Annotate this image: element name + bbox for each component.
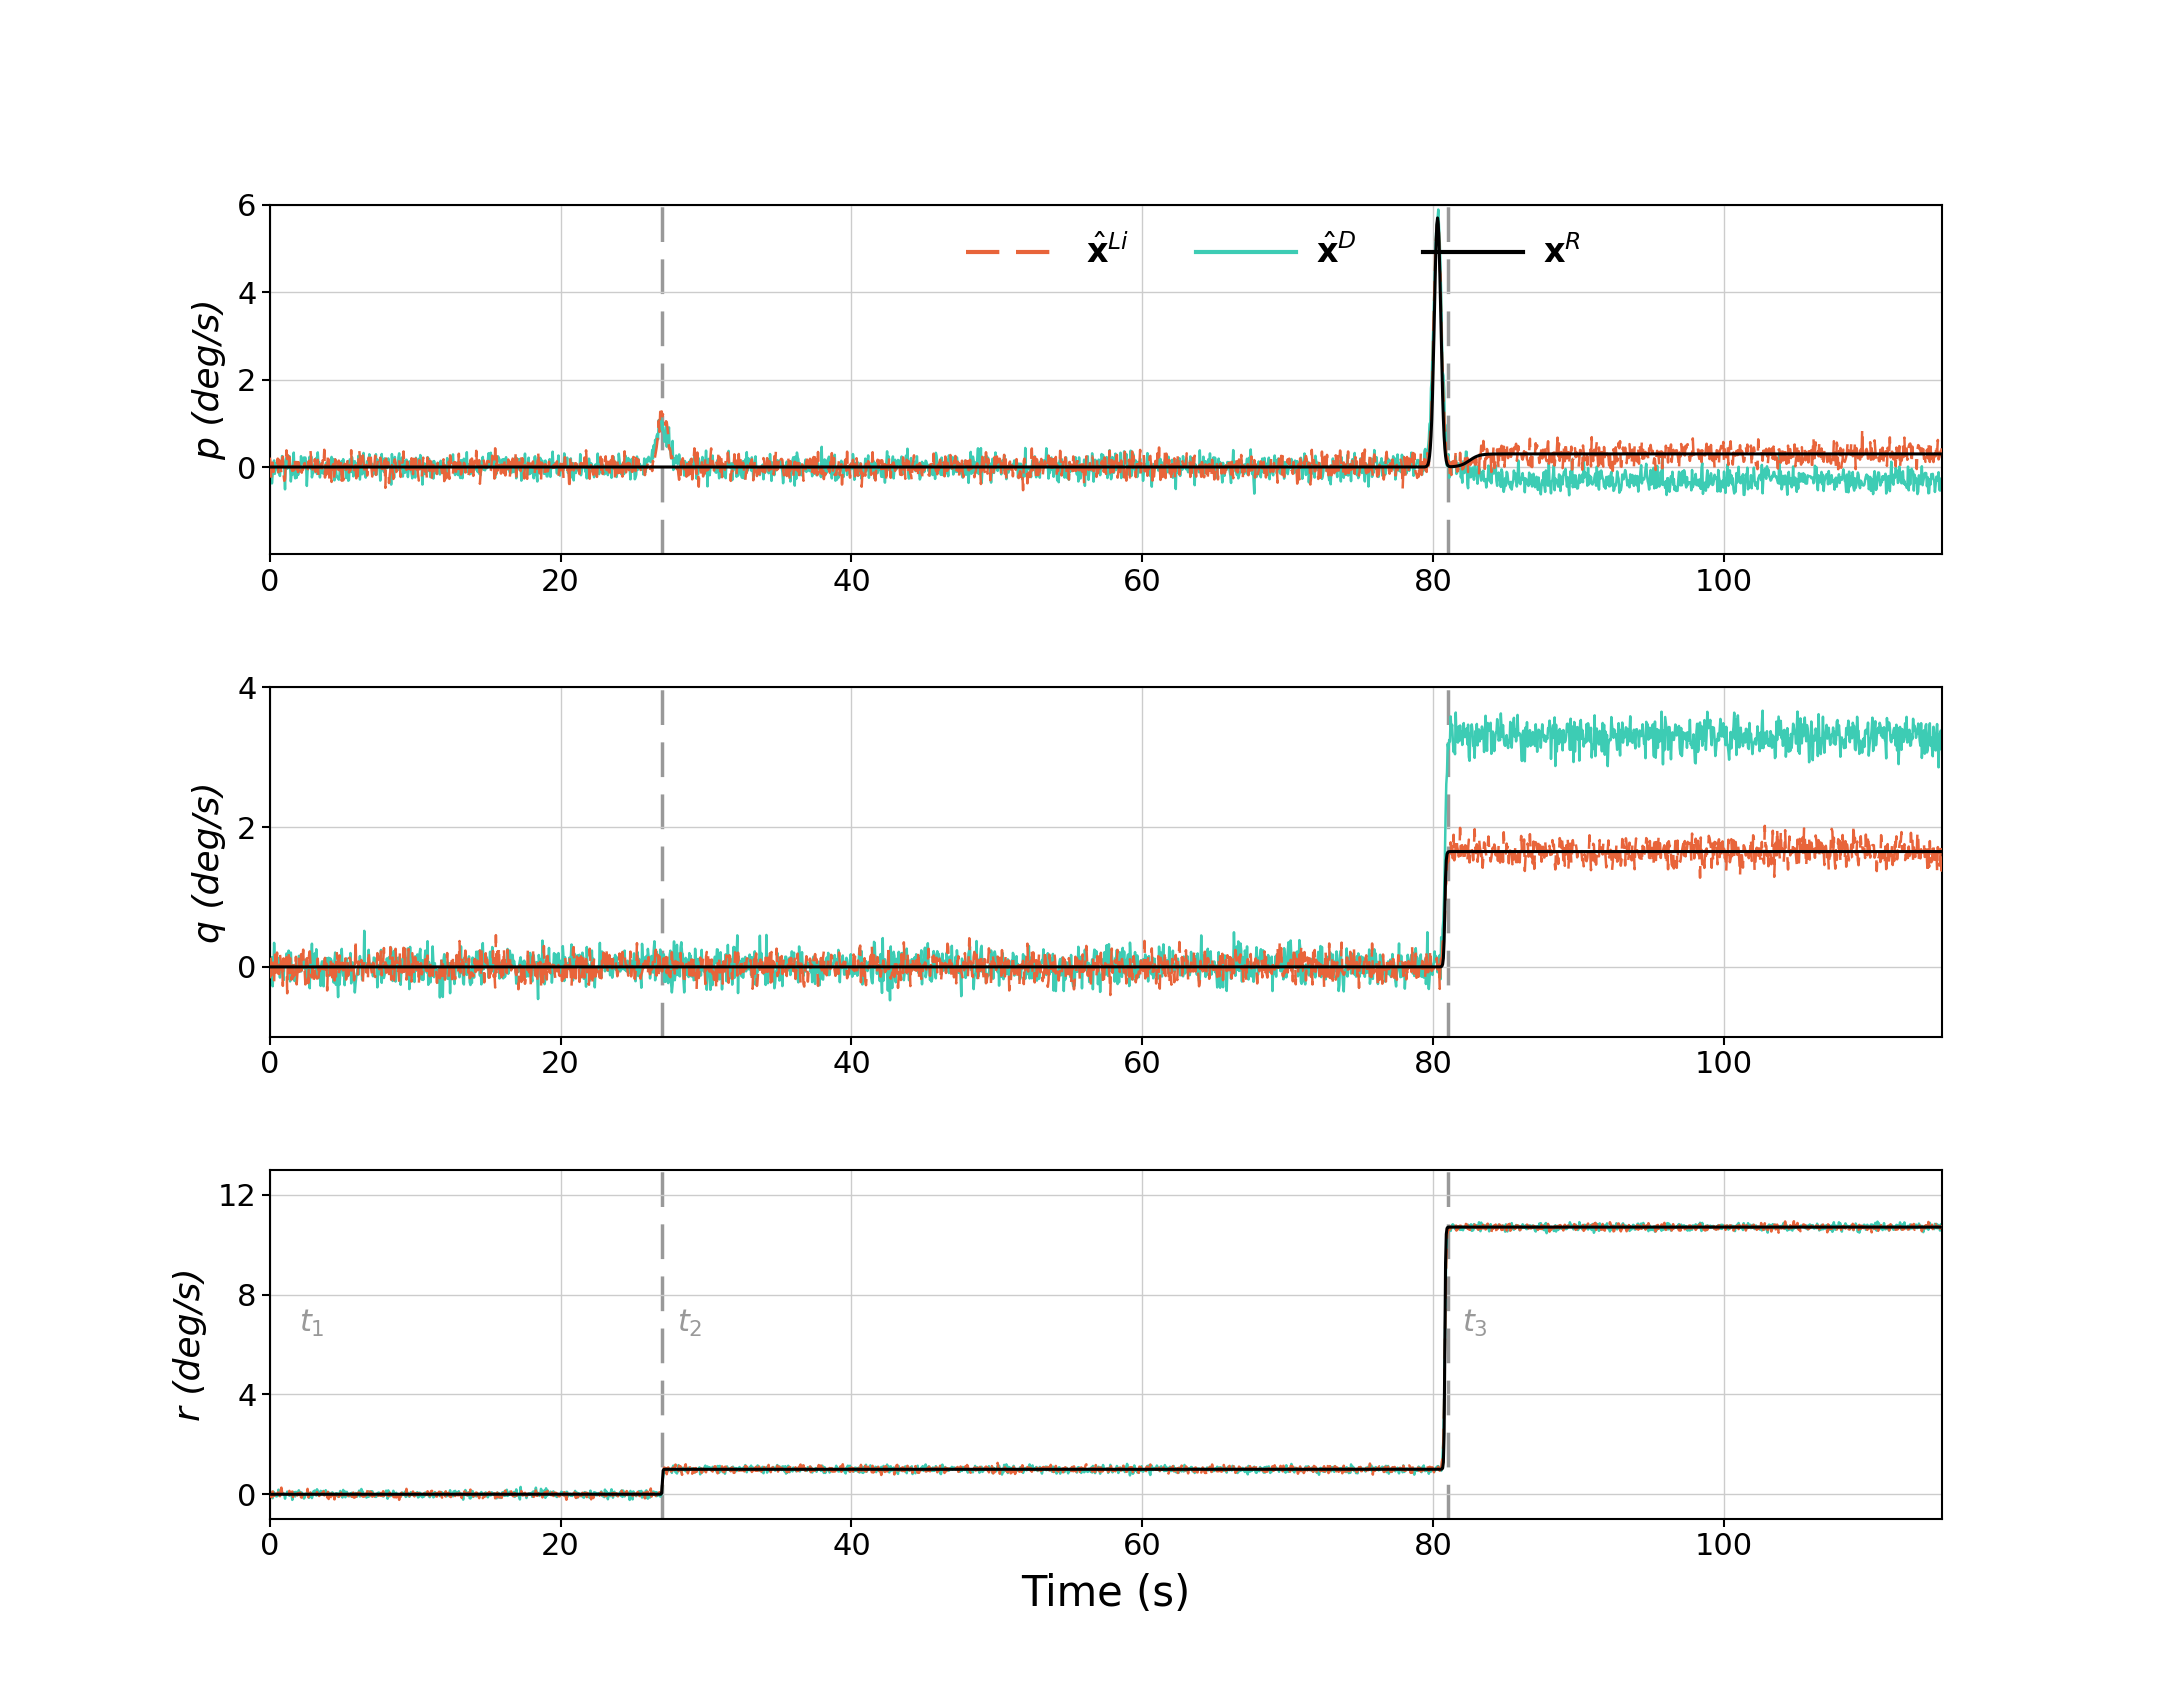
Y-axis label: q (deg/s): q (deg/s) [192, 782, 227, 942]
Text: $t_1$: $t_1$ [298, 1308, 324, 1338]
Y-axis label: r (deg/s): r (deg/s) [173, 1268, 207, 1422]
Y-axis label: p (deg/s): p (deg/s) [192, 299, 227, 461]
Legend: $\hat{\mathbf{x}}^{Li}$, $\hat{\mathbf{x}}^{D}$, $\mathbf{x}^{R}$: $\hat{\mathbf{x}}^{Li}$, $\hat{\mathbf{x… [952, 222, 1595, 283]
Text: $t_3$: $t_3$ [1463, 1308, 1489, 1338]
Text: $t_2$: $t_2$ [678, 1308, 701, 1338]
X-axis label: Time (s): Time (s) [1021, 1572, 1191, 1615]
